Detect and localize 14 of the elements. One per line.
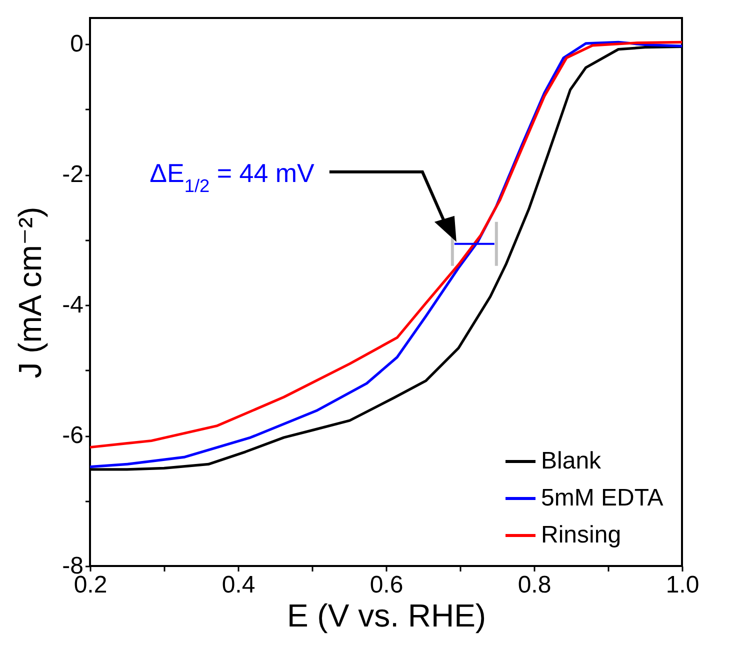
y-tick-label: -4 bbox=[62, 292, 84, 319]
annotation: ΔE$_{1/2}$ = 44 mV bbox=[150, 158, 316, 196]
legend-label: Rinsing bbox=[541, 522, 622, 548]
y-tick-label: -6 bbox=[62, 422, 84, 450]
x-tick-label: 0.4 bbox=[222, 572, 256, 598]
x-tick-label: 1.0 bbox=[666, 572, 700, 598]
x-tick-label: 0.8 bbox=[518, 572, 552, 598]
y-tick-label: -2 bbox=[62, 161, 84, 188]
legend-label: Blank bbox=[541, 448, 602, 474]
x-tick-label: 0.6 bbox=[370, 572, 404, 598]
y-axis-title: J (mA cm⁻²) bbox=[12, 206, 48, 378]
y-tick-label: 0 bbox=[70, 30, 84, 58]
legend-label: 5mM EDTA bbox=[541, 484, 664, 512]
x-axis-title: E (V vs. RHE) bbox=[286, 598, 486, 634]
